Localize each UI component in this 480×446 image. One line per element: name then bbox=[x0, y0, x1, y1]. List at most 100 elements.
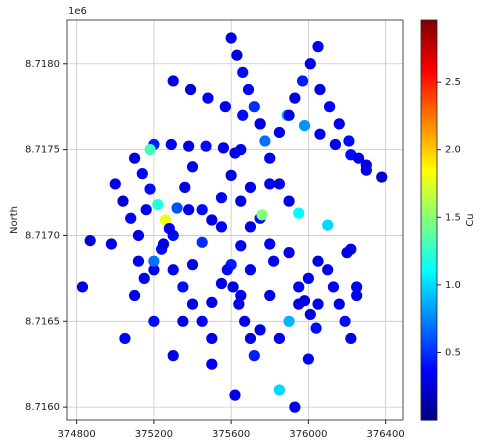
colorbar-segment bbox=[421, 220, 437, 225]
point bbox=[273, 178, 286, 190]
point bbox=[322, 264, 334, 276]
colorbar-segment bbox=[421, 164, 437, 169]
colorbar-segment bbox=[421, 180, 437, 185]
point bbox=[333, 118, 345, 130]
colorbar-segment bbox=[421, 368, 437, 373]
colorbar-segment bbox=[421, 340, 437, 345]
colorbar-segment bbox=[421, 96, 437, 101]
colorbar-segment bbox=[421, 192, 437, 197]
point bbox=[289, 92, 301, 104]
point bbox=[206, 332, 218, 345]
colorbar-frame bbox=[420, 19, 438, 421]
colorbar-segment bbox=[421, 172, 437, 177]
colorbar-segment bbox=[421, 24, 437, 29]
colorbar-segment bbox=[421, 136, 437, 141]
point bbox=[329, 138, 342, 151]
colorbar-segment bbox=[421, 384, 437, 389]
colorbar-tick-label: 1.5 bbox=[445, 212, 461, 223]
colorbar-segment bbox=[421, 296, 437, 301]
colorbar-segment bbox=[421, 380, 437, 385]
point bbox=[215, 192, 228, 204]
point bbox=[206, 358, 218, 370]
colorbar-segment bbox=[421, 124, 437, 129]
colorbar-segment bbox=[421, 292, 437, 297]
colorbar-segment bbox=[421, 244, 437, 249]
colorbar-segment bbox=[421, 204, 437, 209]
point bbox=[304, 308, 316, 321]
point bbox=[237, 109, 249, 121]
point bbox=[184, 83, 197, 96]
colorbar-segment bbox=[421, 212, 437, 217]
point bbox=[235, 240, 247, 252]
point bbox=[312, 255, 324, 267]
point bbox=[312, 298, 324, 310]
point bbox=[345, 332, 357, 345]
colorbar-segment bbox=[421, 280, 437, 285]
point bbox=[215, 221, 228, 233]
point bbox=[167, 350, 179, 362]
colorbar-tick-label: 0.5 bbox=[445, 347, 461, 358]
colorbar-segment bbox=[421, 300, 437, 305]
point bbox=[235, 289, 247, 302]
point bbox=[105, 238, 118, 250]
colorbar-segment bbox=[421, 152, 437, 157]
colorbar-segment bbox=[421, 100, 437, 105]
point bbox=[117, 195, 129, 207]
colorbar-segment bbox=[421, 60, 437, 65]
colorbar-segment bbox=[421, 92, 437, 97]
x-tick-label: 376400 bbox=[367, 429, 405, 440]
point bbox=[304, 58, 316, 70]
colorbar-segment bbox=[421, 200, 437, 205]
point bbox=[229, 147, 241, 159]
point bbox=[167, 264, 179, 276]
colorbar-segment bbox=[421, 232, 437, 237]
point bbox=[227, 281, 239, 293]
colorbar-segment bbox=[421, 80, 437, 85]
point bbox=[239, 315, 251, 327]
y-tick-label: 8.7170 bbox=[25, 230, 60, 241]
point bbox=[351, 289, 363, 302]
colorbar-tick-label: 1.0 bbox=[445, 280, 461, 291]
point bbox=[283, 315, 295, 327]
point bbox=[144, 183, 156, 195]
colorbar-segment bbox=[421, 408, 437, 413]
point bbox=[244, 332, 257, 345]
colorbar-segment bbox=[421, 196, 437, 201]
point bbox=[312, 41, 324, 53]
point bbox=[360, 164, 372, 176]
point bbox=[196, 204, 208, 216]
colorbar-segment bbox=[421, 272, 437, 277]
point bbox=[165, 138, 177, 151]
colorbar-segment bbox=[421, 252, 437, 257]
point bbox=[206, 296, 218, 309]
point bbox=[125, 212, 137, 224]
colorbar-segment bbox=[421, 88, 437, 93]
colorbar-segment bbox=[421, 72, 437, 77]
colorbar-segment bbox=[421, 364, 437, 369]
x-tick-label: 376000 bbox=[289, 429, 327, 440]
colorbar-segment bbox=[421, 148, 437, 153]
point bbox=[293, 207, 305, 219]
colorbar-segment bbox=[421, 84, 437, 89]
point bbox=[217, 142, 230, 154]
point bbox=[248, 350, 260, 362]
colorbar-segment bbox=[421, 388, 437, 393]
point bbox=[132, 229, 145, 242]
point bbox=[200, 140, 212, 152]
point bbox=[244, 181, 257, 193]
point bbox=[119, 332, 131, 345]
colorbar-segment bbox=[421, 396, 437, 401]
colorbar-segment bbox=[421, 188, 437, 193]
point bbox=[219, 101, 231, 113]
point bbox=[244, 221, 257, 233]
colorbar-segment bbox=[421, 356, 437, 361]
colorbar-segment bbox=[421, 140, 437, 145]
offset-text: 1e6 bbox=[68, 6, 87, 17]
point bbox=[138, 272, 150, 284]
point bbox=[144, 144, 156, 156]
point bbox=[157, 238, 170, 250]
colorbar-segment bbox=[421, 240, 437, 245]
point bbox=[283, 247, 295, 259]
colorbar-segment bbox=[421, 352, 437, 357]
point bbox=[310, 322, 322, 334]
